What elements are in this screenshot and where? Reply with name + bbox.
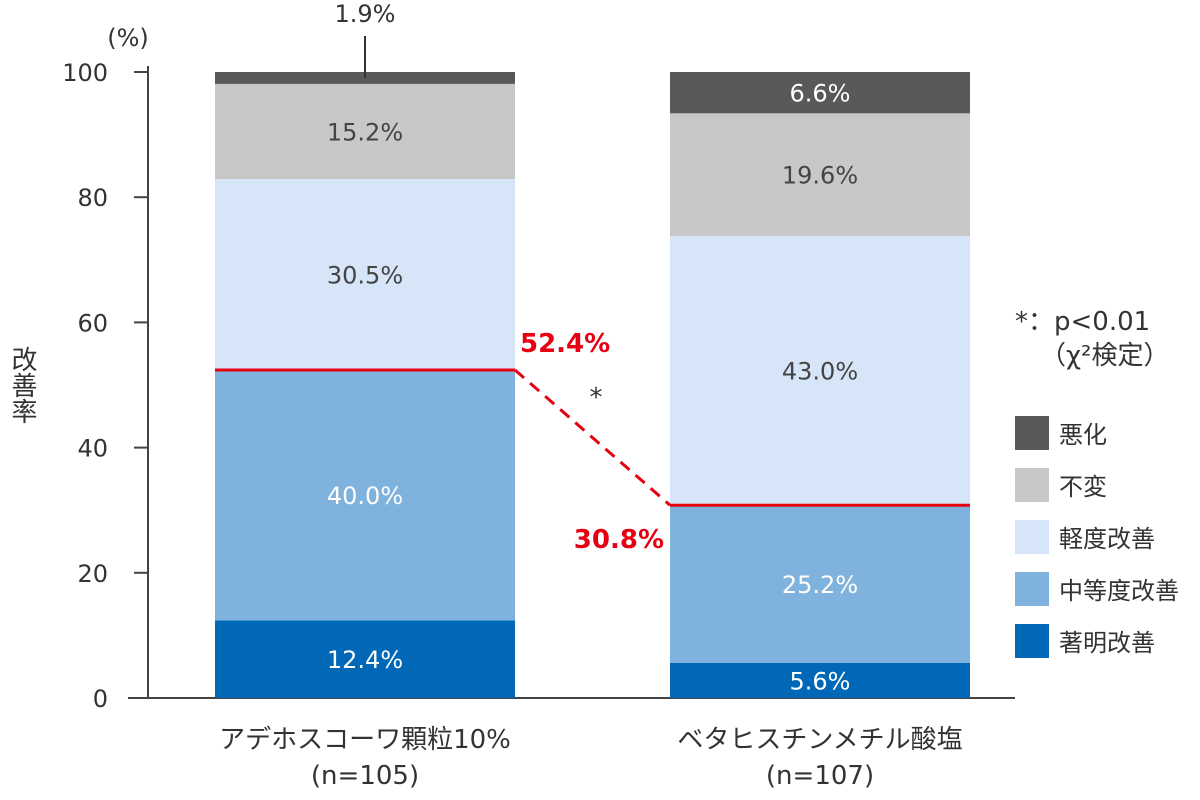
legend-swatch — [1015, 416, 1049, 450]
segment-label: 15.2% — [327, 118, 403, 146]
bar-segment — [670, 236, 970, 506]
axes: (%) 改善率 0 20 40 60 80 100 — [7, 24, 1015, 713]
y-unit-label: (%) — [107, 24, 149, 52]
segment-label: 25.2% — [782, 571, 858, 599]
improvement-overlay: 52.4% 30.8% * — [215, 329, 970, 555]
improvement-label-bar2: 30.8% — [574, 525, 664, 555]
y-axis-title: 改善率 — [7, 346, 37, 424]
significance-mark: * — [590, 383, 603, 413]
bar-segment — [215, 83, 515, 180]
bar-segment — [215, 620, 515, 698]
legend-label: 著明改善 — [1059, 629, 1155, 657]
bar-segment — [670, 662, 970, 698]
legend-swatch — [1015, 468, 1049, 502]
legend-swatch — [1015, 572, 1049, 606]
bar-segment — [215, 369, 515, 621]
segment-label: 30.5% — [327, 262, 403, 290]
improvement-label-bar1: 52.4% — [520, 329, 610, 359]
y-tick-label: 0 — [93, 685, 108, 713]
legend-label: 悪化 — [1059, 421, 1107, 449]
significance-note: *：p<0.01 （χ²検定） — [1015, 307, 1169, 371]
legend-label: 不変 — [1059, 473, 1107, 501]
legend-label: 中等度改善 — [1059, 577, 1179, 605]
segment-label: 6.6% — [790, 80, 851, 108]
segment-label: 5.6% — [790, 667, 851, 695]
segment-label: 43.0% — [782, 358, 858, 386]
category-label: ベタヒスチンメチル酸塩 — [677, 725, 962, 755]
y-tick-label: 80 — [77, 184, 108, 212]
bar-segment — [670, 505, 970, 663]
legend-swatch — [1015, 520, 1049, 554]
segment-label: 1.9% — [335, 0, 396, 28]
segment-label: 12.4% — [327, 646, 403, 674]
y-tick-label: 20 — [77, 560, 108, 588]
improvement-connector — [514, 368, 671, 507]
category-n-label: (n=105) — [311, 761, 419, 791]
y-tick-label: 40 — [77, 435, 108, 463]
significance-note-line2: （χ²検定） — [1040, 341, 1169, 371]
legend-swatch — [1015, 624, 1049, 658]
bars: 12.4% 40.0% 30.5% 15.2% 1.9% アデホスコーワ顆粒10% (n=1… — [215, 0, 970, 791]
bar-segment — [215, 179, 515, 370]
category-n-label: (n=107) — [766, 761, 874, 791]
significance-note-line1: *：p<0.01 — [1015, 307, 1150, 337]
category-label: アデホスコーワ顆粒10% — [219, 725, 511, 755]
bar-segment — [670, 72, 970, 114]
y-tick-label: 100 — [62, 59, 108, 87]
y-tick-label: 60 — [77, 309, 108, 337]
bar-segment — [670, 113, 970, 237]
segment-label: 19.6% — [782, 162, 858, 190]
segment-label: 40.0% — [327, 482, 403, 510]
legend-label: 軽度改善 — [1059, 525, 1155, 553]
